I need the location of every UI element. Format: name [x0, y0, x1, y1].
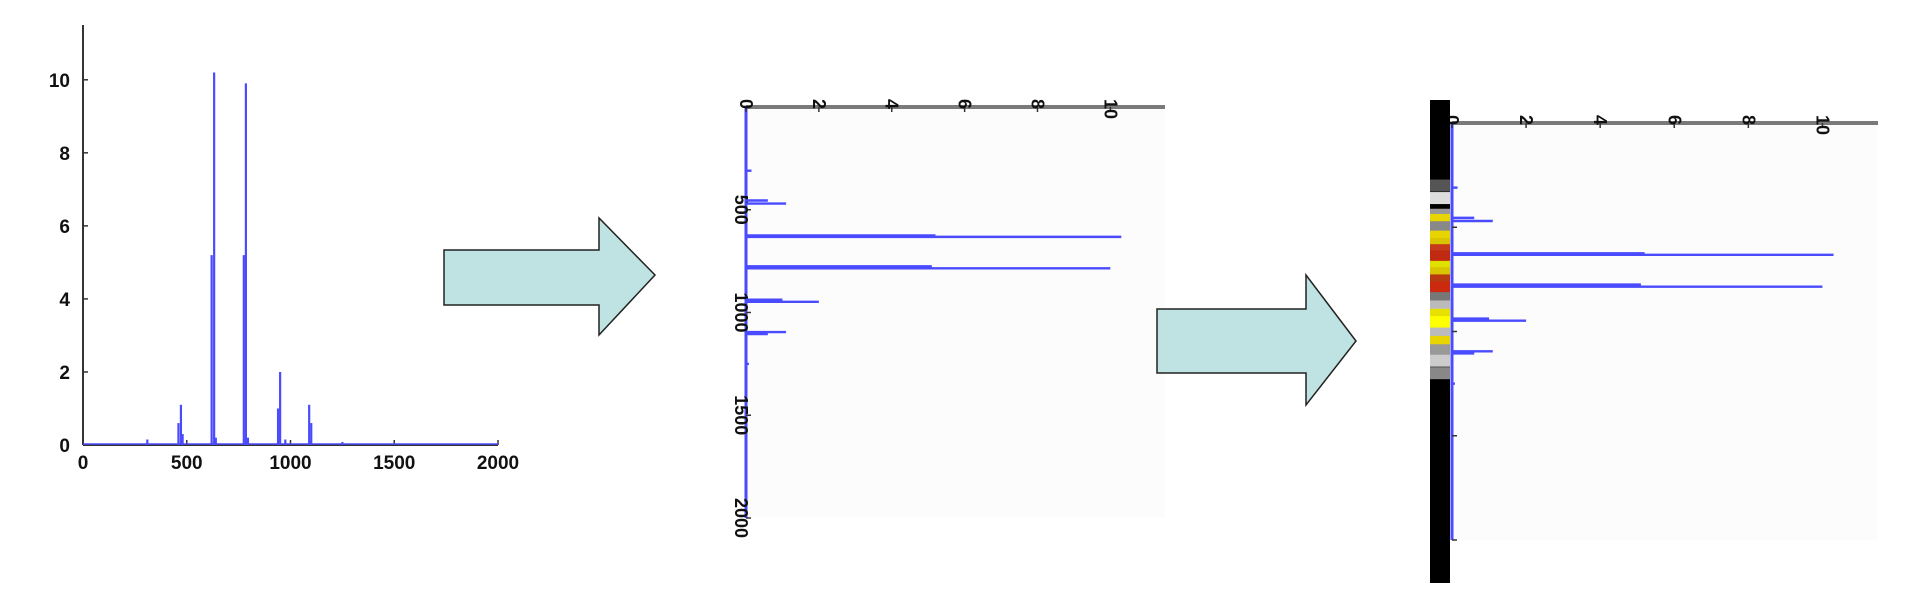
tick-label: 0: [78, 453, 89, 474]
tick-label: 4: [882, 99, 902, 109]
plot-area: [1452, 123, 1878, 540]
tick-label: 8: [1738, 115, 1758, 125]
tick-label: 500: [731, 195, 751, 225]
band: [1430, 367, 1450, 380]
chart-2-rotated-spectrum: 0 2 4 6 8 10 500 1000 1500 2000: [731, 99, 1165, 538]
tick-label: 2000: [477, 453, 519, 474]
tick-label: 1000: [269, 453, 311, 474]
tick-label: 0: [1442, 115, 1462, 125]
tick-label: 6: [955, 99, 975, 109]
tick-label: 4: [1590, 115, 1610, 125]
chart-3-spectrum-with-band-strip: 0 2 4 6 8 10: [1430, 100, 1878, 583]
tick-label: 8: [1027, 99, 1047, 109]
tick-label: 2000: [731, 498, 751, 538]
tick-label: 8: [59, 144, 70, 165]
band: [1430, 250, 1450, 263]
tick-label: 2: [59, 363, 70, 384]
tick-label: 1500: [373, 453, 415, 474]
band: [1430, 316, 1450, 329]
band: [1430, 344, 1450, 357]
tick-label: 500: [171, 453, 203, 474]
tick-label: 0: [736, 99, 756, 109]
tick-label: 10: [1100, 99, 1120, 119]
tick-label: 2: [809, 99, 829, 109]
arrow-right-icon: [1156, 272, 1357, 408]
band: [1430, 354, 1450, 367]
plot-area: [746, 107, 1165, 518]
tick-label: 10: [49, 71, 70, 92]
chart-1-line-spectrum: 0 2 4 6 8 10 0 500 1000 1500 2000: [49, 25, 519, 474]
tick-label: 6: [59, 217, 70, 238]
tick-label: 10: [1812, 115, 1832, 135]
arrow-right-icon: [443, 216, 657, 337]
tick-label: 6: [1664, 115, 1684, 125]
tick-label: 2: [1516, 115, 1536, 125]
tick-label: 1000: [731, 292, 751, 332]
band: [1430, 192, 1450, 205]
band: [1430, 179, 1450, 192]
tick-label: 1500: [731, 395, 751, 435]
band: [1430, 281, 1450, 294]
band: [1430, 221, 1450, 234]
tick-label: 4: [59, 290, 70, 311]
tick-label: 0: [59, 436, 70, 457]
